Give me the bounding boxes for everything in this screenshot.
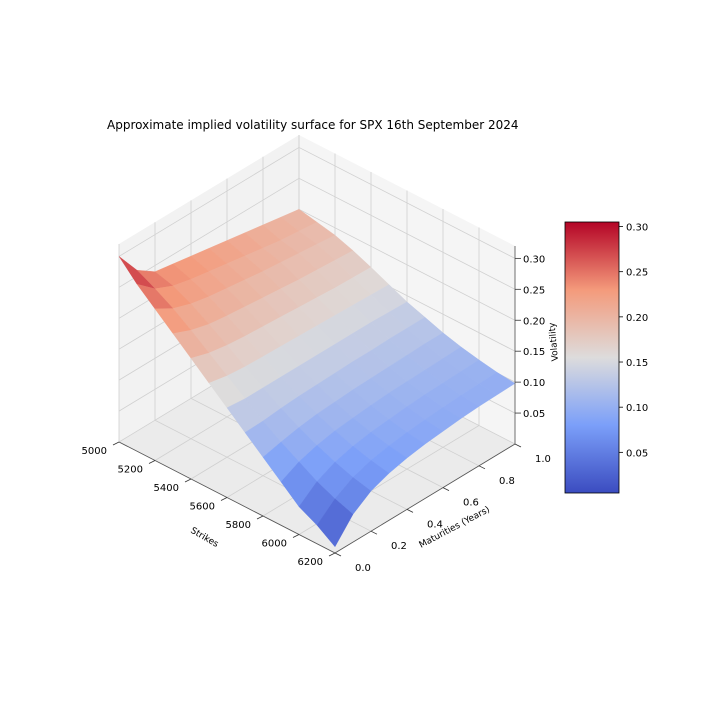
- x-tick-mark: [256, 515, 264, 520]
- grid-line-volatility: [118, 177, 516, 290]
- colorbar-tick-label: 0.30: [626, 223, 648, 234]
- y-axis-line: [334, 443, 516, 554]
- x-axis-label: Strikes: [189, 526, 221, 550]
- x-tick-label: 5600: [190, 502, 215, 513]
- y-tick-mark: [334, 552, 342, 557]
- y-tick-mark: [406, 509, 414, 513]
- z-tick-label: 0.10: [523, 378, 545, 389]
- colorbar-gradient: [564, 221, 620, 494]
- x-tick-mark: [328, 552, 336, 557]
- x-tick-mark: [292, 534, 300, 538]
- y-tick-label: 0.0: [355, 563, 371, 574]
- z-tick-label: 0.25: [523, 285, 545, 296]
- x-tick-mark: [220, 497, 228, 501]
- y-tick-mark: [478, 465, 486, 470]
- y-tick-label: 0.2: [391, 541, 407, 552]
- y-tick-mark: [370, 530, 378, 535]
- axis-ticks: 5000 5200 5400 5600 5800 6000 6200 0.0 0.2 0.4 0.6…: [82, 254, 551, 574]
- x-tick-label: 6200: [298, 557, 323, 568]
- y-tick-label: 0.8: [499, 476, 515, 487]
- x-tick-label: 5000: [82, 446, 107, 457]
- grid-line-volatility: [118, 146, 516, 259]
- y-tick-mark: [442, 487, 450, 491]
- colorbar-tick-label: 0.20: [626, 313, 648, 324]
- x-tick-mark: [184, 478, 192, 483]
- x-tick-label: 5400: [154, 483, 179, 494]
- colorbar-tick-label: 0.10: [626, 403, 648, 414]
- x-tick-label: 6000: [262, 539, 287, 550]
- colorbar: 0.05 0.10 0.15 0.20 0.25 0.30: [564, 221, 648, 494]
- z-tick-label: 0.05: [523, 409, 545, 420]
- z-tick-label: 0.15: [523, 347, 545, 358]
- colorbar-tick-label: 0.15: [626, 358, 648, 369]
- y-tick-mark: [514, 443, 522, 448]
- x-tick-label: 5200: [118, 465, 143, 476]
- colorbar-ticks: 0.05 0.10 0.15 0.20 0.25 0.30: [619, 223, 648, 459]
- volatility-surface: [118, 209, 516, 548]
- chart-title: Approximate implied volatility surface f…: [107, 118, 519, 132]
- colorbar-tick-label: 0.05: [626, 448, 648, 459]
- x-tick-mark: [112, 441, 120, 446]
- x-tick-mark: [148, 460, 156, 464]
- y-tick-label: 0.6: [463, 498, 479, 509]
- y-tick-label: 0.4: [427, 519, 443, 530]
- colorbar-tick-label: 0.25: [626, 268, 648, 279]
- z-tick-label: 0.30: [523, 254, 545, 265]
- surface-patch: [316, 498, 354, 548]
- z-tick-label: 0.20: [523, 316, 545, 327]
- x-tick-label: 5800: [226, 520, 251, 531]
- z-axis-label: Volatility: [548, 321, 561, 361]
- y-tick-label: 1.0: [535, 454, 551, 465]
